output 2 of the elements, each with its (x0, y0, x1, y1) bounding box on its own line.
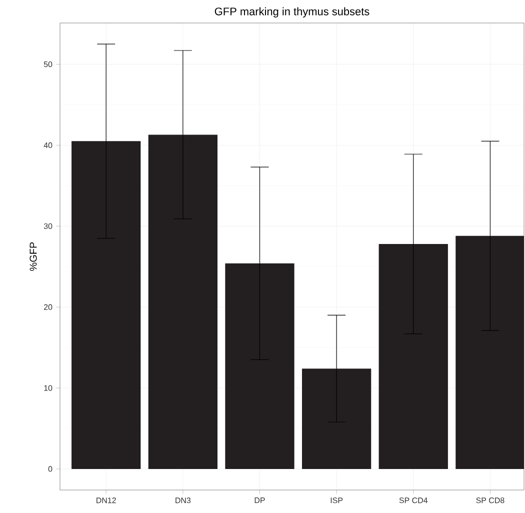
y-axis-title: %GFP (30, 242, 37, 271)
chart-title: GFP marking in thymus subsets (214, 7, 370, 18)
